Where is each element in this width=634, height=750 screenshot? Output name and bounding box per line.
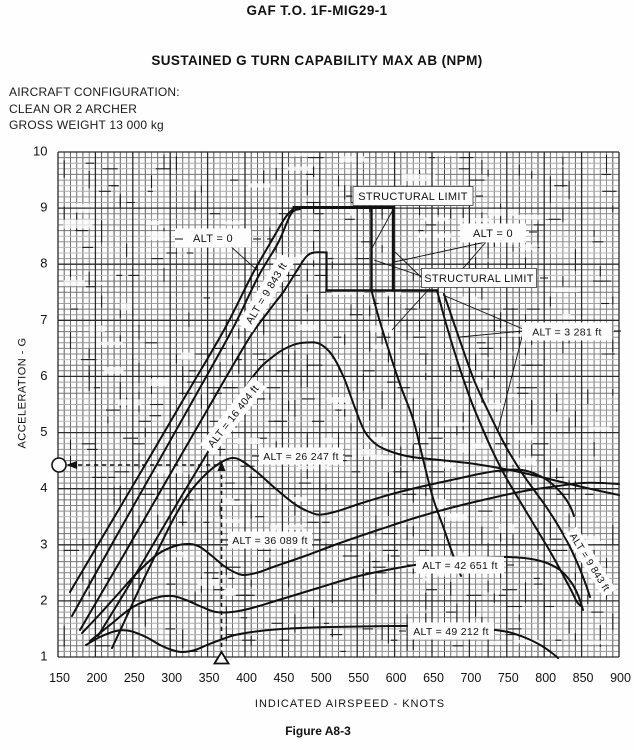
svg-text:INDICATED AIRSPEED - KNOTS: INDICATED AIRSPEED - KNOTS <box>255 698 445 710</box>
svg-text:ALT = 0: ALT = 0 <box>473 228 513 240</box>
svg-text:900: 900 <box>610 671 631 685</box>
svg-text:1: 1 <box>40 649 47 664</box>
svg-text:6: 6 <box>40 368 47 383</box>
svg-text:300: 300 <box>161 671 182 685</box>
svg-text:STRUCTURAL LIMIT: STRUCTURAL LIMIT <box>424 273 534 285</box>
svg-text:Figure A8-3: Figure A8-3 <box>285 724 351 738</box>
svg-text:ALT = 26 247 ft: ALT = 26 247 ft <box>263 451 339 463</box>
svg-text:ALT = 36 089 ft: ALT = 36 089 ft <box>232 535 308 547</box>
svg-text:ALT = 0: ALT = 0 <box>193 233 233 245</box>
svg-text:350: 350 <box>199 671 220 685</box>
svg-text:700: 700 <box>460 671 481 685</box>
svg-text:500: 500 <box>311 671 332 685</box>
svg-text:2: 2 <box>40 592 47 607</box>
svg-text:250: 250 <box>124 671 145 685</box>
svg-text:400: 400 <box>236 671 257 685</box>
svg-text:4: 4 <box>40 480 47 495</box>
svg-text:10: 10 <box>33 144 47 159</box>
svg-text:150: 150 <box>49 671 70 685</box>
svg-text:ACCELERATION - G: ACCELERATION - G <box>17 337 29 448</box>
svg-text:750: 750 <box>498 671 519 685</box>
svg-text:ALT = 42 651 ft: ALT = 42 651 ft <box>422 560 498 572</box>
svg-text:ALT = 3 281 ft: ALT = 3 281 ft <box>532 326 601 338</box>
svg-text:800: 800 <box>535 671 556 685</box>
svg-text:600: 600 <box>386 671 407 685</box>
svg-text:7: 7 <box>40 312 47 327</box>
svg-text:8: 8 <box>40 256 47 271</box>
svg-text:9: 9 <box>40 200 47 215</box>
svg-text:850: 850 <box>573 671 594 685</box>
svg-text:650: 650 <box>423 671 444 685</box>
svg-text:550: 550 <box>348 671 369 685</box>
svg-text:5: 5 <box>40 424 47 439</box>
svg-text:200: 200 <box>86 671 107 685</box>
svg-text:STRUCTURAL LIMIT: STRUCTURAL LIMIT <box>358 191 468 203</box>
svg-text:3: 3 <box>40 536 47 551</box>
svg-text:450: 450 <box>273 671 294 685</box>
svg-text:ALT = 49 212 ft: ALT = 49 212 ft <box>413 626 489 638</box>
